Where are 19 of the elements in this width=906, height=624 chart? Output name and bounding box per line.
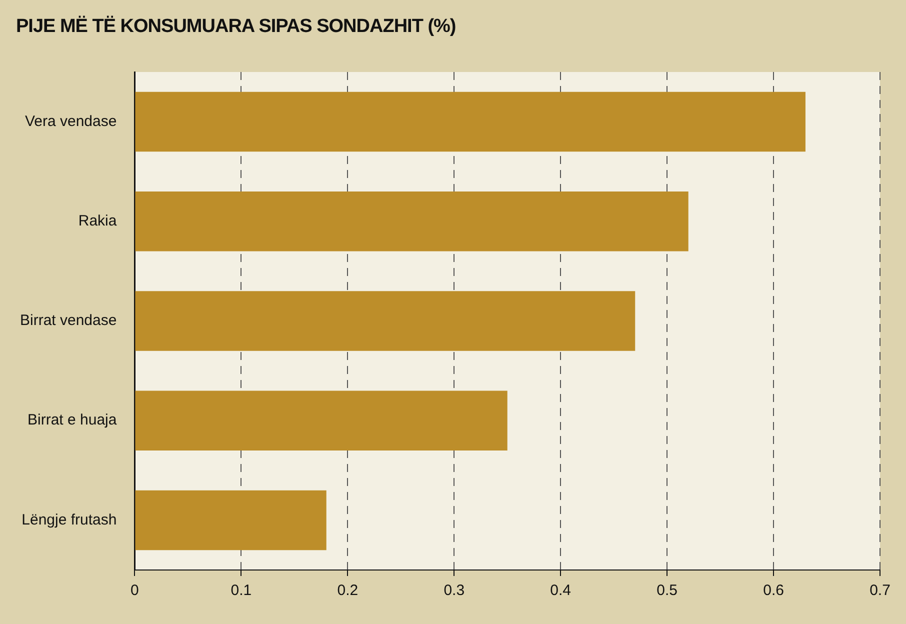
bar	[135, 490, 326, 550]
x-tick-label: 0.2	[337, 582, 358, 600]
y-tick-label: Lëngje frutash	[22, 511, 117, 528]
bar	[135, 92, 806, 152]
chart-title: PIJE MË TË KONSUMUARA SIPAS SONDAZHIT (%)	[16, 16, 456, 38]
x-tick-label: 0.4	[550, 582, 572, 600]
x-tick-label: 0.1	[230, 582, 252, 600]
bar	[135, 390, 508, 450]
y-tick-label: Rakia	[78, 212, 118, 230]
y-tick-label: Vera vendase	[24, 112, 117, 130]
y-tick-label: Birrat vendase	[20, 312, 117, 330]
x-tick-label: 0.7	[870, 582, 890, 600]
bar	[135, 192, 688, 252]
x-tick-label: 0.3	[444, 582, 465, 600]
x-tick-label: 0.6	[763, 582, 784, 600]
bar	[135, 291, 636, 351]
x-tick-label: 0.5	[656, 582, 678, 600]
y-tick-label: Birrat e huaja	[28, 412, 118, 429]
x-tick-label: 0	[130, 582, 139, 600]
